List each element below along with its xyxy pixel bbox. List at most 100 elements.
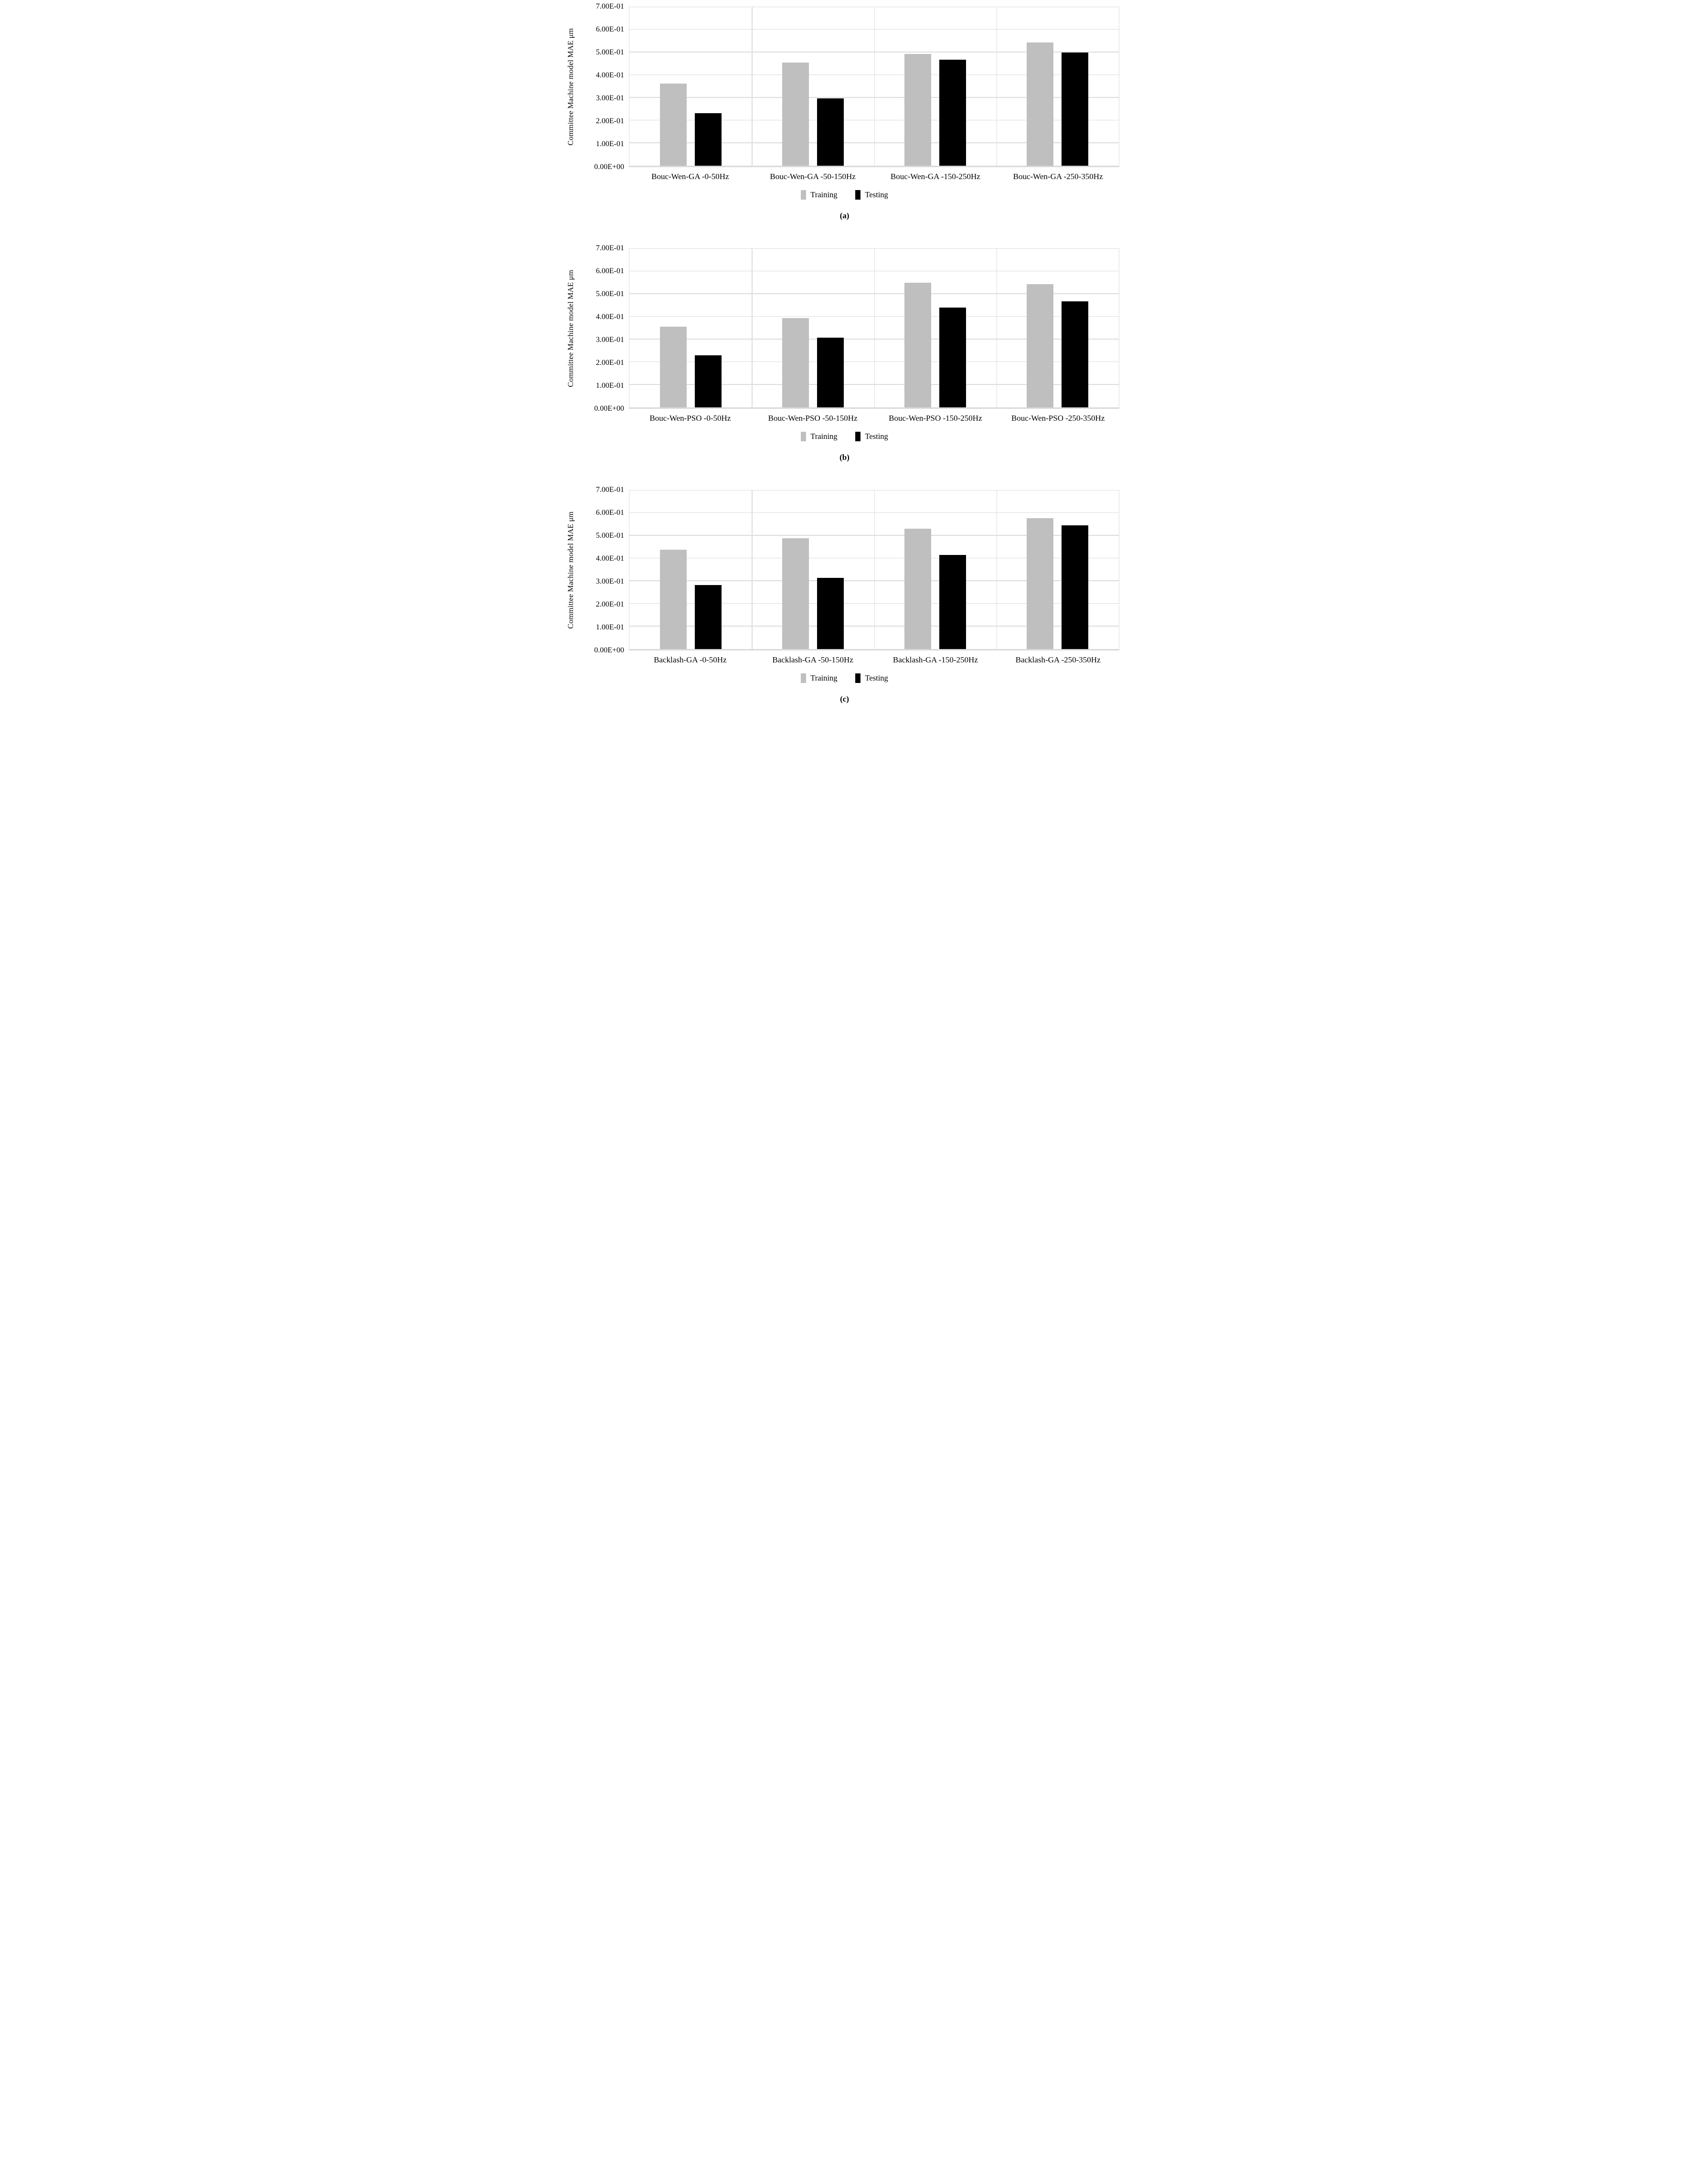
legend-label: Training [810,432,838,441]
x-axis-labels: Bouc-Wen-GA -0-50Hz Bouc-Wen-GA -50-150Hz… [629,172,1119,181]
y-axis-title-text: Committee Machine model MAE μm [567,270,575,387]
y-tick-label: 4.00E-01 [595,71,624,79]
x-axis-labels: Bouc-Wen-PSO -0-50Hz Bouc-Wen-PSO -50-150… [629,414,1119,423]
chart-c: Committee Machine model MAE μm 0.00E+00 1… [563,486,1126,728]
y-tick-label: 2.00E-01 [595,359,624,367]
bar-testing [939,554,967,649]
bar-training [659,326,687,407]
category-divider [996,249,998,407]
y-tick-label: 0.00E+00 [594,163,624,171]
x-category-label: Bouc-Wen-PSO -0-50Hz [649,414,731,423]
x-category-label: Bouc-Wen-GA -150-250Hz [890,172,980,181]
chart-a-plot-row: Committee Machine model MAE μm 0.00E+00 1… [563,3,1126,171]
x-category-label: Backlash-GA -0-50Hz [654,655,727,664]
chart-a: Committee Machine model MAE μm 0.00E+00 1… [563,3,1126,245]
x-category-label: Bouc-Wen-GA -0-50Hz [651,172,729,181]
bar-testing [939,307,967,407]
figure: Committee Machine model MAE μm 0.00E+00 1… [563,0,1126,728]
bar-testing [694,355,722,407]
y-tick-label: 6.00E-01 [595,509,624,517]
y-tick-label: 7.00E-01 [595,486,624,494]
bar-panels [629,7,1119,166]
y-axis-title: Committee Machine model MAE μm [563,248,579,409]
category-panel [874,490,997,649]
legend-swatch-icon [855,673,861,683]
chart-b: Committee Machine model MAE μm 0.00E+00 1… [563,245,1126,486]
y-tick-label: 1.00E-01 [595,140,624,148]
legend-item-training: Training [801,673,837,683]
legend-label: Testing [865,432,888,441]
category-panel [752,490,874,649]
y-tick-label: 4.00E-01 [595,313,624,321]
x-category-label: Bouc-Wen-GA -50-150Hz [770,172,856,181]
bar-training [1027,518,1054,649]
category-panel [997,490,1119,649]
y-tick-label: 6.00E-01 [595,25,624,33]
y-tick-label: 6.00E-01 [595,267,624,275]
bar-training [904,529,932,649]
y-tick-label: 5.00E-01 [595,532,624,540]
bar-training [904,53,932,166]
x-category-label: Backlash-GA -50-150Hz [772,655,853,664]
legend-swatch-icon [855,432,861,441]
category-panel [997,7,1119,166]
category-divider [874,490,875,649]
bar-training [782,318,809,407]
bar-panels [629,490,1119,649]
x-category-label: Backlash-GA -150-250Hz [892,655,978,664]
caption-a: (a) [839,211,850,220]
category-panel [629,249,752,407]
category-panel [629,7,752,166]
chart-b-plot-row: Committee Machine model MAE μm 0.00E+00 1… [563,244,1126,413]
y-tick-label: 7.00E-01 [595,2,624,11]
bar-testing [817,98,844,166]
bar-testing [1062,525,1089,649]
bar-panels [629,249,1119,407]
y-tick-label: 1.00E-01 [595,623,624,631]
bar-training [782,538,809,649]
bar-training [904,282,932,407]
legend-label: Testing [865,673,888,682]
bar-training [659,549,687,649]
bar-testing [1062,301,1089,407]
category-divider [874,249,875,407]
category-divider [752,490,753,649]
category-divider [874,7,875,166]
category-divider [996,490,998,649]
legend-item-testing: Testing [855,432,888,441]
y-tick-label: 7.00E-01 [595,244,624,252]
legend-swatch-icon [855,190,861,200]
plot-area [629,490,1119,650]
y-tick-label: 2.00E-01 [595,117,624,125]
legend-item-training: Training [801,432,837,441]
y-tick-label: 0.00E+00 [594,646,624,654]
plot-area [629,248,1119,409]
y-axis-title: Committee Machine model MAE μm [563,490,579,650]
bar-testing [817,577,844,649]
bar-training [782,63,809,166]
bar-training [1027,284,1054,407]
category-divider [996,7,998,166]
y-axis-title-text: Committee Machine model MAE μm [567,511,575,629]
legend-label: Training [810,673,838,682]
legend-label: Testing [865,190,888,199]
y-tick-label: 3.00E-01 [595,577,624,586]
legend: Training Testing [563,432,1126,441]
y-tick-label: 1.00E-01 [595,382,624,390]
category-divider [752,249,753,407]
caption-b: (b) [839,453,850,462]
legend-item-testing: Testing [855,190,888,200]
bar-testing [694,585,722,649]
category-panel [997,249,1119,407]
y-axis-ticks: 0.00E+00 1.00E-01 2.00E-01 3.00E-01 4.00E-01… [579,3,629,171]
bar-testing [939,59,967,166]
legend-swatch-icon [801,673,807,683]
legend-label: Training [810,190,838,199]
y-axis-ticks: 0.00E+00 1.00E-01 2.00E-01 3.00E-01 4.00E-01… [579,244,629,413]
bar-testing [1062,53,1089,166]
legend-item-testing: Testing [855,673,888,683]
y-tick-label: 5.00E-01 [595,290,624,298]
bar-testing [817,337,844,407]
plot-area [629,7,1119,167]
x-category-label: Bouc-Wen-PSO -250-350Hz [1011,414,1105,423]
